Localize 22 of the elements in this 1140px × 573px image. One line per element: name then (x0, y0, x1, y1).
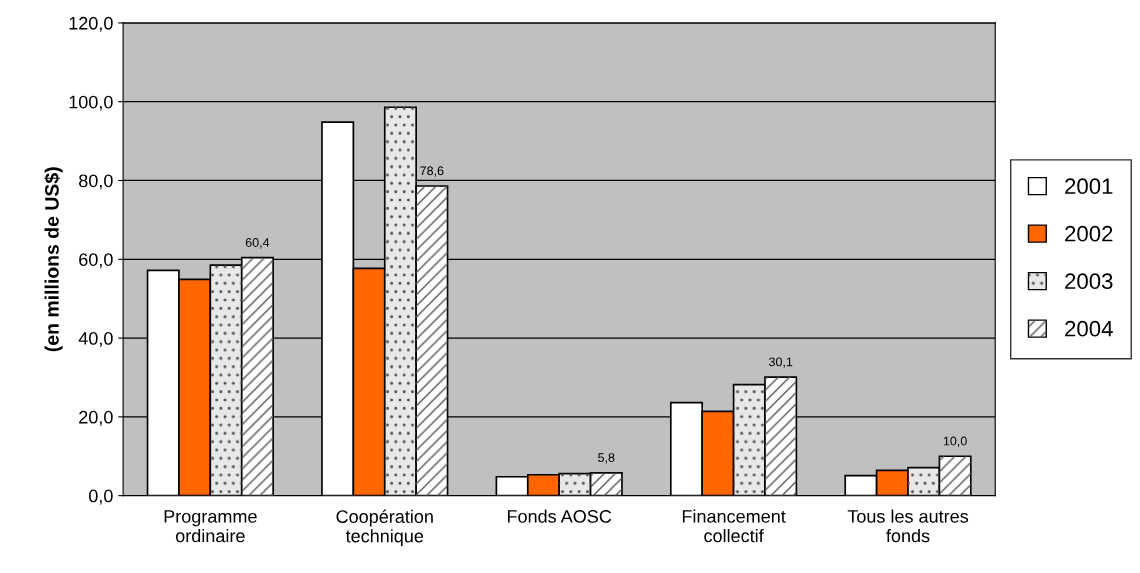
x-tick-label: Tous les autres fonds (847, 509, 969, 543)
data-label: 30,1 (769, 357, 793, 368)
x-tick-label: Fonds AOSC (507, 509, 612, 523)
y-tick-label: 120,0 (69, 16, 113, 32)
y-tick-label: 40,0 (78, 332, 113, 347)
y-tick-label: 80,0 (79, 174, 113, 190)
data-label: 5,8 (598, 453, 615, 464)
legend-label: 2001 (1065, 178, 1113, 195)
legend-label: 2003 (1065, 273, 1113, 290)
x-tick-label: Programme ordinaire (164, 510, 257, 543)
data-label: 10,0 (943, 436, 967, 447)
y-tick-label: 100,0 (69, 95, 113, 111)
y-axis-title: (en millions de US$) (44, 167, 63, 352)
y-tick-label: 20,0 (79, 410, 113, 426)
data-label: 78,6 (420, 166, 444, 177)
legend-label: 2004 (1065, 320, 1113, 337)
data-label: 60,4 (245, 238, 270, 249)
y-tick-label: 60,0 (79, 253, 113, 269)
y-tick-label: 0,0 (89, 489, 113, 505)
x-tick-label: Coopération technique (336, 509, 433, 547)
legend-label: 2002 (1065, 225, 1113, 242)
x-tick-label: Financement collectif (682, 509, 786, 543)
